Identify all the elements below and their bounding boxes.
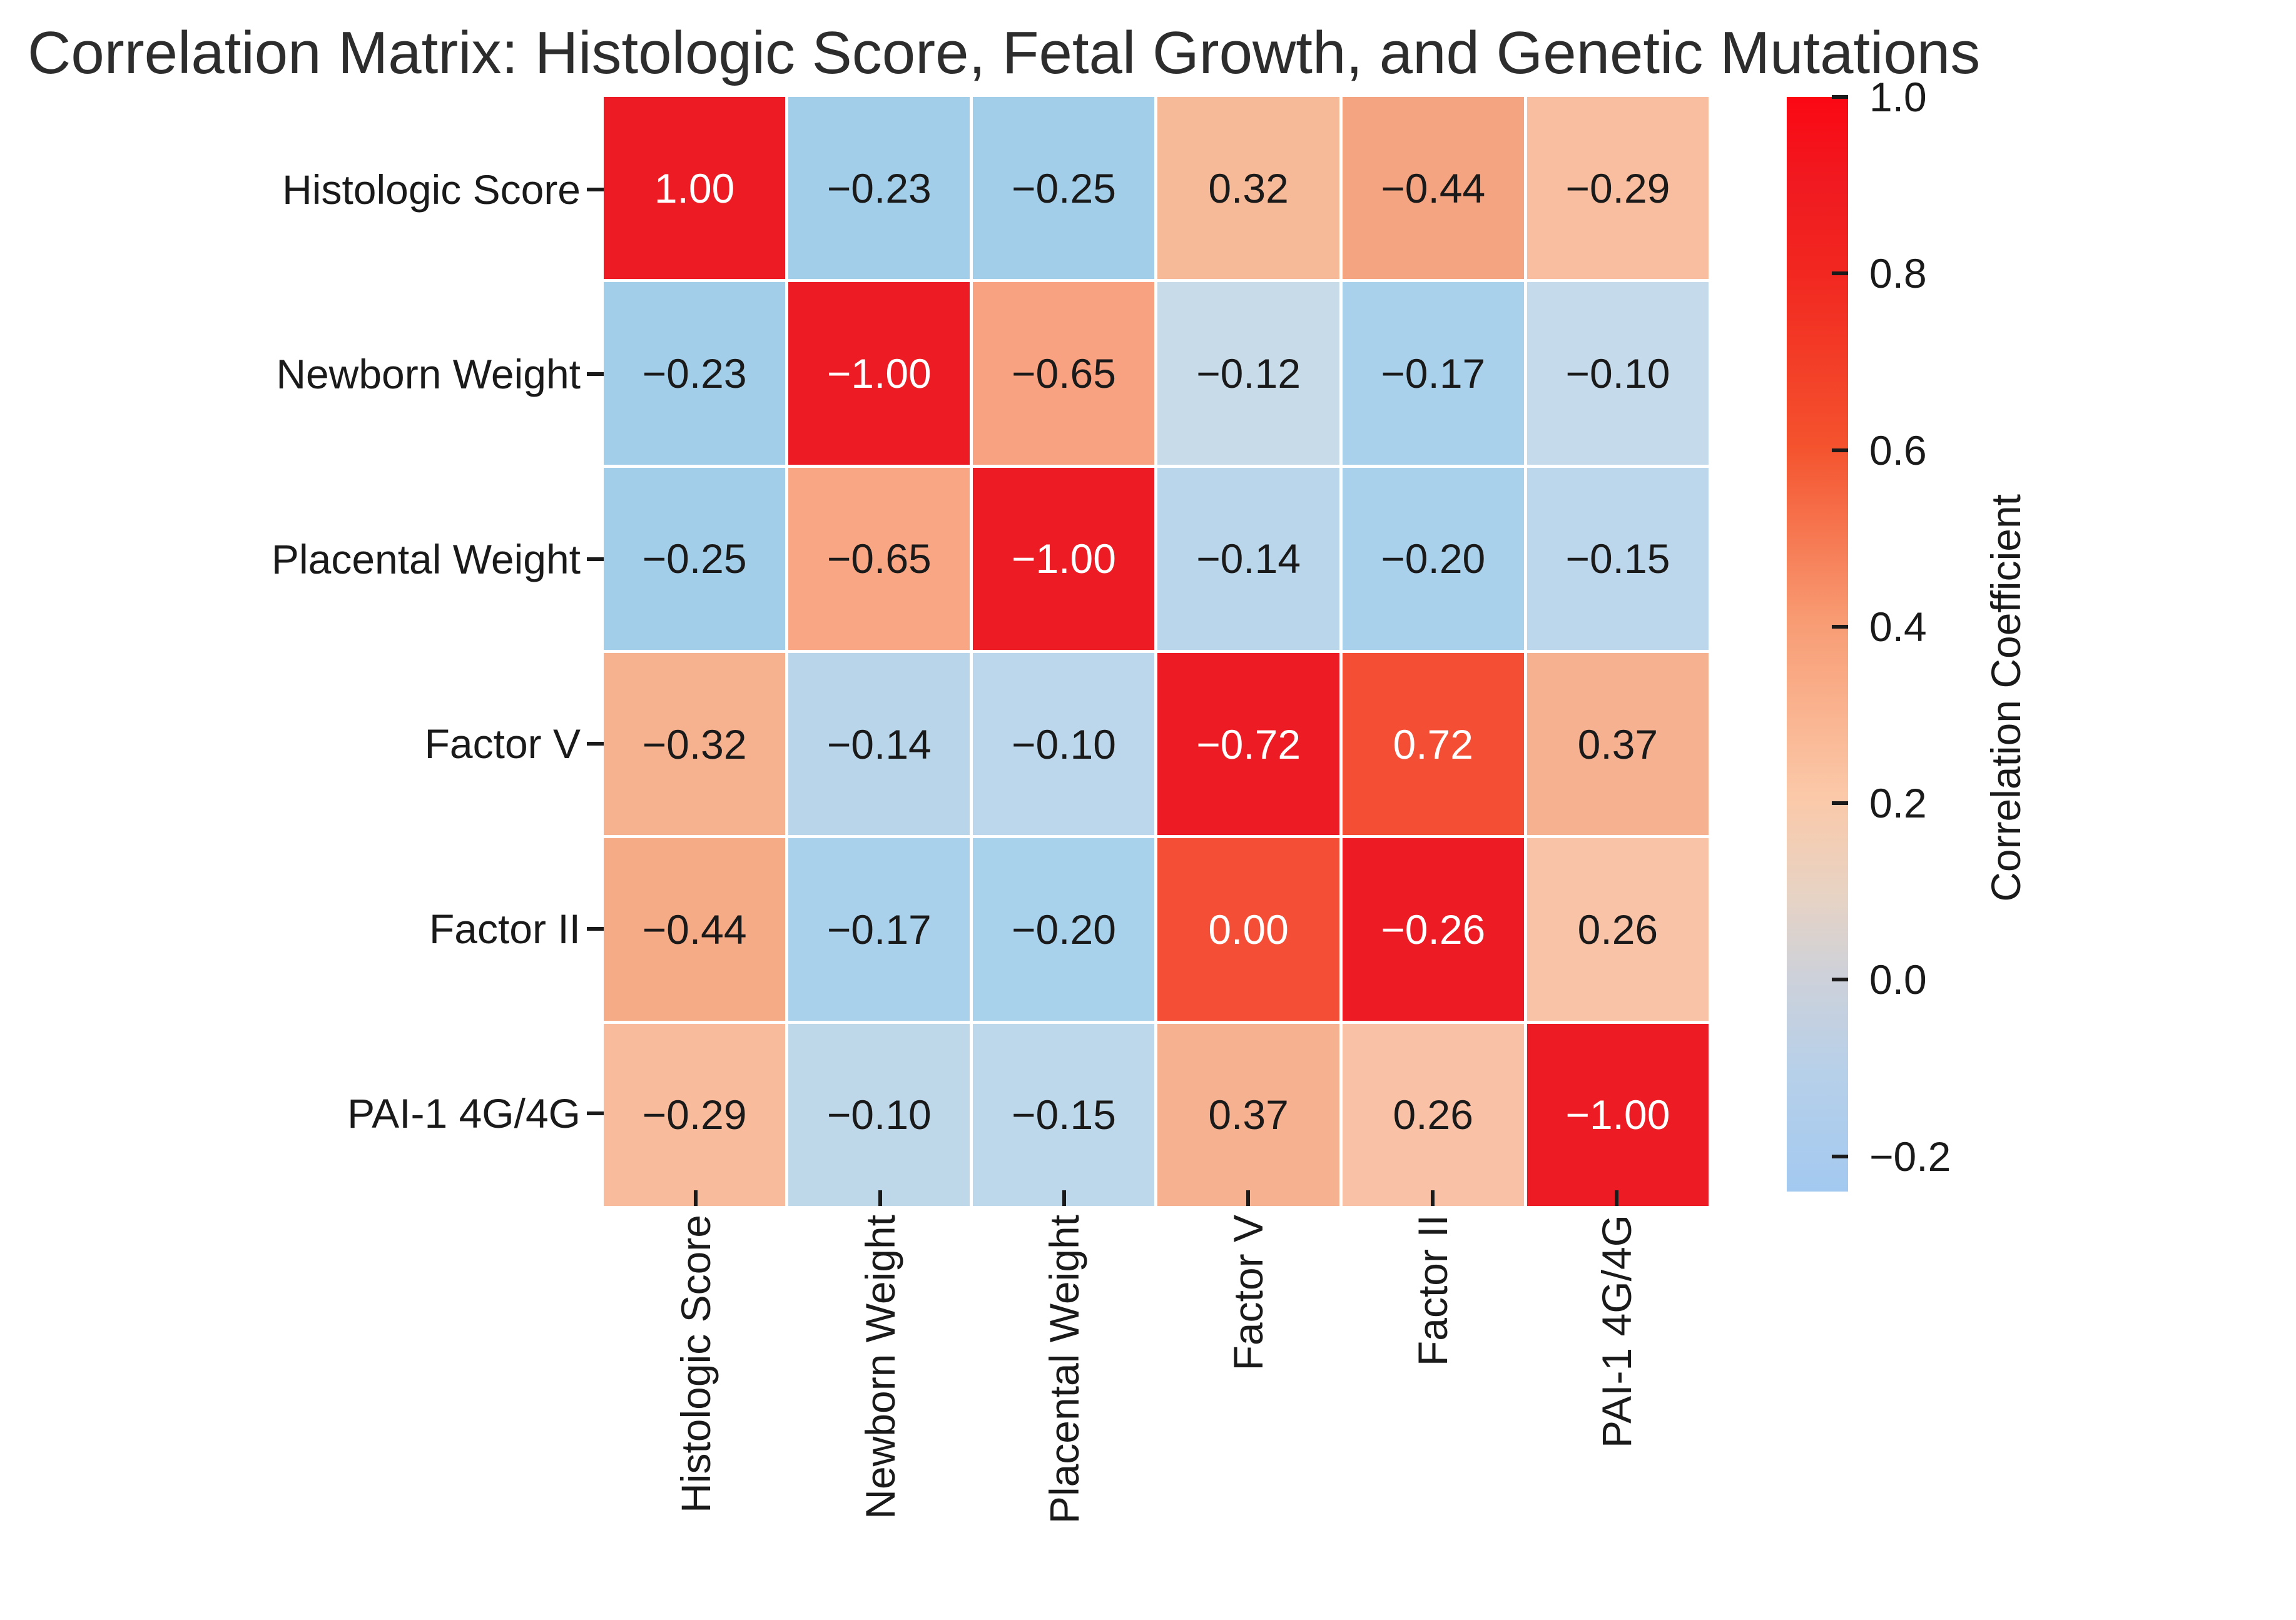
- colorbar-tick: [1832, 95, 1848, 99]
- heatmap-cell: 0.00: [1157, 838, 1339, 1021]
- row-label: Factor II: [429, 905, 581, 952]
- heatmap-cell: −0.65: [788, 467, 970, 650]
- chart-title: Correlation Matrix: Histologic Score, Fe…: [28, 19, 1981, 86]
- colorbar-tick-label: 0.6: [1869, 427, 1927, 473]
- heatmap-cell: −0.25: [604, 467, 786, 650]
- x-axis-tick: [1062, 1190, 1066, 1206]
- heatmap-cell: −0.29: [1526, 97, 1709, 280]
- heatmap-cell: −0.23: [604, 282, 786, 465]
- col-label: PAI-1 4G/4G: [1593, 1215, 1640, 1448]
- heatmap-cell: 0.26: [1526, 838, 1709, 1021]
- colorbar-tick-label: 0.2: [1869, 780, 1927, 827]
- heatmap-cell: −0.44: [1342, 97, 1524, 280]
- col-label: Factor II: [1409, 1215, 1456, 1367]
- heatmap-cell: −0.20: [973, 838, 1155, 1021]
- row-label: Factor V: [424, 721, 581, 767]
- x-axis-tick: [1246, 1190, 1251, 1206]
- row-label: Newborn Weight: [276, 351, 581, 398]
- heatmap-cell: −0.15: [973, 1023, 1155, 1206]
- x-axis-tick: [878, 1190, 882, 1206]
- x-axis-tick: [694, 1190, 698, 1206]
- row-label: Histologic Score: [282, 166, 581, 213]
- heatmap-cell: −0.23: [788, 97, 970, 280]
- heatmap-grid: 1.00 −0.23 −0.25 0.32 −0.44 −0.29 −0.23 −1.00 −0…: [604, 97, 1709, 1206]
- y-axis-tick: [587, 926, 604, 931]
- heatmap-cell: −0.44: [604, 838, 786, 1021]
- heatmap-cell: −0.10: [973, 653, 1155, 836]
- y-axis-tick: [587, 187, 604, 191]
- colorbar-tick-label: 0.8: [1869, 250, 1927, 297]
- heatmap-cell: 0.37: [1157, 1023, 1339, 1206]
- heatmap-cell: −0.20: [1342, 467, 1524, 650]
- heatmap-cell: −0.12: [1157, 282, 1339, 465]
- heatmap-cell: 0.32: [1157, 97, 1339, 280]
- y-axis-tick: [587, 742, 604, 746]
- colorbar-tick: [1832, 801, 1848, 806]
- heatmap-cell: −1.00: [1526, 1023, 1709, 1206]
- row-label: PAI-1 4G/4G: [347, 1090, 581, 1137]
- colorbar-axis-label: Correlation Coefficient: [1983, 494, 2029, 902]
- heatmap-cell: −0.14: [788, 653, 970, 836]
- heatmap-cell: −0.17: [788, 838, 970, 1021]
- heatmap-cell: −0.26: [1342, 838, 1524, 1021]
- heatmap-cell: −0.10: [788, 1023, 970, 1206]
- heatmap-cell: −1.00: [973, 467, 1155, 650]
- col-label: Histologic Score: [673, 1215, 719, 1513]
- heatmap-cell: −0.72: [1157, 653, 1339, 836]
- y-axis-tick: [587, 557, 604, 561]
- heatmap-cell: −0.25: [973, 97, 1155, 280]
- x-axis-tick: [1430, 1190, 1435, 1206]
- heatmap-cell: 0.72: [1342, 653, 1524, 836]
- x-axis-tick: [1614, 1190, 1618, 1206]
- colorbar-gradient: [1787, 97, 1848, 1192]
- col-label: Factor V: [1225, 1215, 1272, 1371]
- y-axis-tick: [587, 1111, 604, 1116]
- heatmap-cell: −0.15: [1526, 467, 1709, 650]
- heatmap-cell: 0.37: [1526, 653, 1709, 836]
- heatmap-cell: −0.32: [604, 653, 786, 836]
- colorbar-tick-label: 1.0: [1869, 74, 1927, 120]
- heatmap-cell: −1.00: [788, 282, 970, 465]
- colorbar-tick: [1832, 978, 1848, 982]
- heatmap-cell: −0.65: [973, 282, 1155, 465]
- y-axis-tick: [587, 372, 604, 377]
- colorbar-tick: [1832, 1154, 1848, 1158]
- colorbar-tick: [1832, 624, 1848, 629]
- colorbar-tick-label: −0.2: [1869, 1133, 1951, 1180]
- heatmap-cell: −0.14: [1157, 467, 1339, 650]
- heatmap-cell: −0.29: [604, 1023, 786, 1206]
- heatmap-cell: −0.17: [1342, 282, 1524, 465]
- colorbar-tick-label: 0.0: [1869, 956, 1927, 1003]
- col-label: Placental Weight: [1040, 1215, 1087, 1524]
- col-label: Newborn Weight: [856, 1215, 903, 1519]
- colorbar-tick: [1832, 448, 1848, 452]
- colorbar-tick-label: 0.4: [1869, 603, 1927, 650]
- colorbar-tick: [1832, 271, 1848, 276]
- heatmap-cell: 1.00: [604, 97, 786, 280]
- row-label: Placental Weight: [271, 535, 581, 582]
- heatmap-cell: −0.10: [1526, 282, 1709, 465]
- heatmap-cell: 0.26: [1342, 1023, 1524, 1206]
